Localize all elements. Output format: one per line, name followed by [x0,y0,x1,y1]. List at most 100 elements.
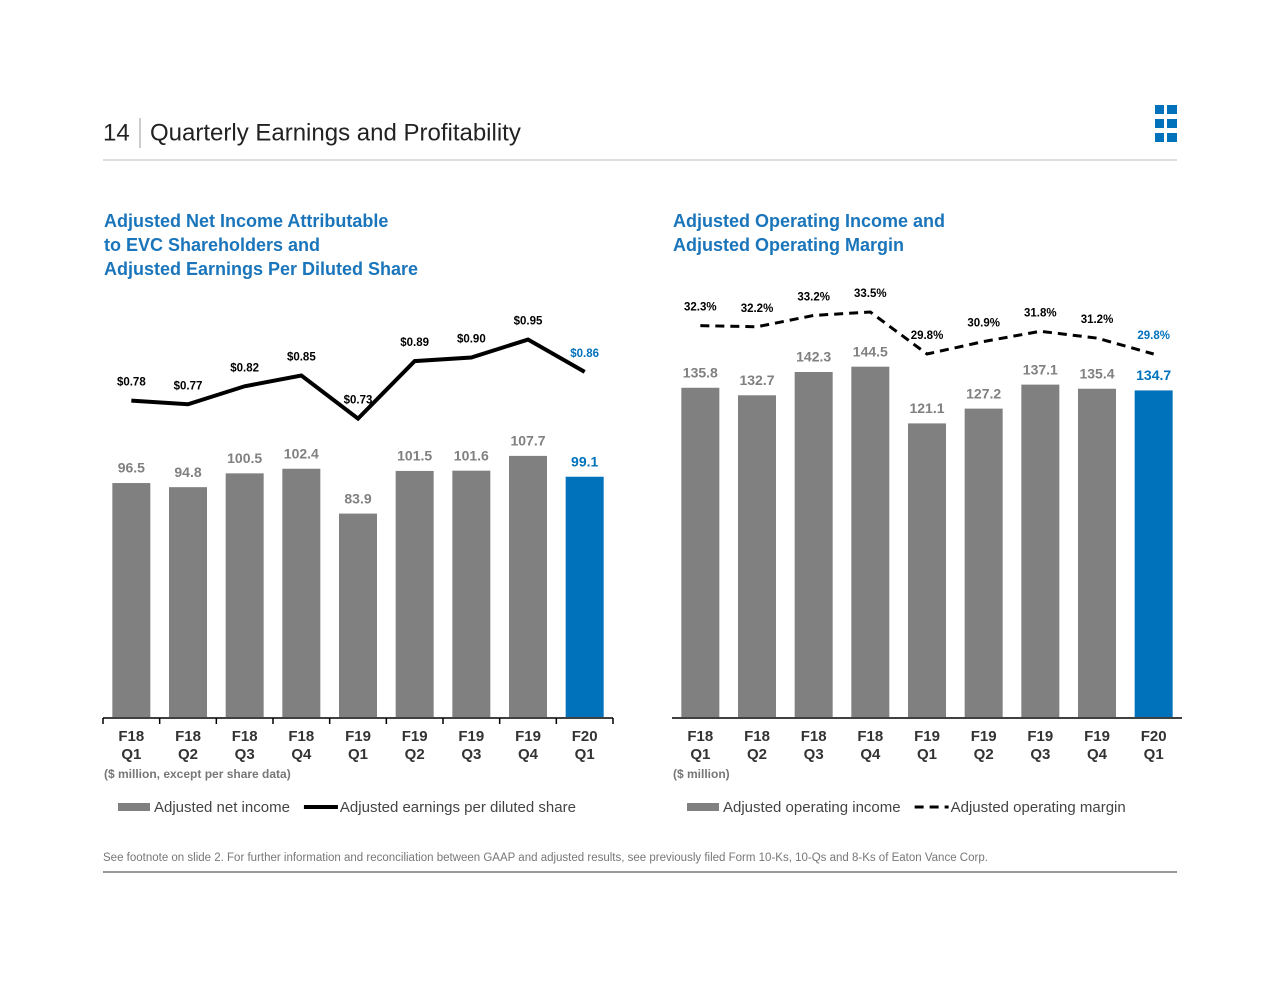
line-value-label: 33.5% [854,288,887,300]
line-value-label: 29.8% [1137,330,1170,342]
bar [112,483,151,717]
bar-value-label: 135.4 [1079,365,1114,381]
bar [282,468,321,717]
x-tick-label: Q4 [1087,746,1108,763]
x-tick-label: Q2 [974,746,994,763]
x-tick-label: F19 [1084,728,1110,745]
x-tick-label: F20 [1141,728,1167,745]
bar-value-label: 132.7 [739,372,774,388]
bar [169,487,207,717]
line-value-label: $0.78 [117,377,146,389]
x-tick-label: Q4 [860,746,881,763]
x-tick-label: Q4 [518,746,539,763]
x-tick-label: Q1 [917,746,937,763]
x-tick-label: Q3 [804,746,824,763]
line-value-label: $0.86 [570,348,599,360]
x-tick-label: Q1 [1144,746,1164,763]
bar-value-label: 100.5 [227,450,262,466]
line-value-label: 32.2% [741,303,774,315]
line-value-label: $0.73 [344,395,373,407]
line [700,310,1155,356]
bar [1021,384,1060,717]
x-tick-label: Q1 [348,746,368,763]
bar-value-label: 134.7 [1136,367,1171,383]
x-tick-label: Q3 [461,746,481,763]
x-tick-label: Q1 [690,746,710,763]
bar [851,366,890,717]
line-value-label: $0.82 [230,362,259,374]
line-value-label: 32.3% [684,302,717,314]
line-value-label: 33.2% [797,291,830,303]
bar [339,513,377,717]
bar [738,395,776,717]
line-value-label: 29.8% [911,330,944,342]
page-number: 14 [103,119,130,146]
line-value-label: 31.8% [1024,307,1057,319]
x-tick-label: Q2 [747,746,767,763]
bar [565,476,604,717]
x-tick-label: F19 [971,728,997,745]
x-tick-label: F19 [402,728,428,745]
units-note: ($ million, except per share data) [104,767,291,781]
bar [395,470,434,717]
x-tick-label: Q3 [235,746,255,763]
line-value-label: $0.85 [287,352,316,364]
chart-title: to EVC Shareholders and [104,235,320,255]
x-tick-label: F19 [914,728,940,745]
bar-value-label: 121.1 [909,400,944,416]
footnote: See footnote on slide 2. For further inf… [103,852,988,864]
bar [1134,390,1173,717]
bar [964,408,1003,717]
bar [509,455,547,717]
line-value-label: $0.77 [174,380,203,392]
bar-value-label: 83.9 [344,490,371,506]
bar [908,423,946,717]
units-note: ($ million) [673,767,730,781]
bar-value-label: 101.6 [454,447,489,463]
bar-value-label: 107.7 [510,433,545,449]
x-tick-label: F18 [744,728,770,745]
x-tick-label: Q2 [178,746,198,763]
bar-value-label: 94.8 [174,464,201,480]
x-tick-label: Q2 [405,746,425,763]
bar-value-label: 135.8 [683,364,718,380]
legend-swatch [118,803,150,811]
x-tick-label: F18 [175,728,201,745]
bar-value-label: 144.5 [853,343,888,359]
legend-label: Adjusted net income [154,799,290,816]
x-tick-label: Q3 [1030,746,1050,763]
bar [681,387,720,717]
chart-title: Adjusted Operating Margin [673,235,904,255]
x-tick-label: F18 [118,728,144,745]
chart-title: Adjusted Net Income Attributable [104,211,388,231]
line-value-label: $0.89 [400,337,429,349]
line-value-label: $0.90 [457,334,486,346]
legend-label: Adjusted operating margin [951,799,1126,816]
x-tick-label: F19 [458,728,484,745]
x-tick-label: F20 [572,728,598,745]
bar-value-label: 99.1 [571,453,598,469]
x-tick-label: F18 [288,728,314,745]
logo [1155,105,1177,142]
bar [225,473,264,717]
x-tick-label: F19 [515,728,541,745]
bar [452,470,491,717]
bar-value-label: 137.1 [1023,361,1058,377]
x-tick-label: Q1 [575,746,595,763]
bar [794,372,833,717]
line-value-label: 31.2% [1081,314,1114,326]
legend-label: Adjusted earnings per diluted share [340,799,576,816]
x-tick-label: F19 [1027,728,1053,745]
x-tick-label: F18 [857,728,883,745]
x-tick-label: F18 [232,728,258,745]
x-tick-label: Q4 [291,746,312,763]
x-tick-label: F19 [345,728,371,745]
bar-value-label: 142.3 [796,349,831,365]
legend-label: Adjusted operating income [723,799,901,816]
bar [1078,388,1116,717]
line [131,337,586,422]
bar-value-label: 96.5 [118,460,145,476]
legend-swatch [687,803,719,811]
